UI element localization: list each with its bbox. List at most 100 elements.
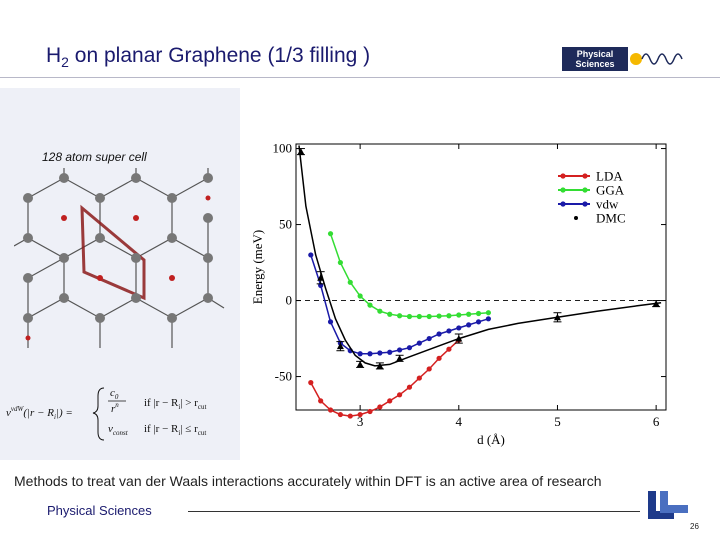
svg-text:c0: c0 xyxy=(110,387,119,401)
svg-text:vvdW(|r − Ri|) =: vvdW(|r − Ri|) = xyxy=(6,405,73,421)
series-gga-point xyxy=(456,312,462,318)
y-tick-label: -50 xyxy=(275,369,292,384)
series-lda-point xyxy=(318,398,324,404)
series-lda-point xyxy=(426,366,432,372)
legend-lda-label: LDA xyxy=(596,169,623,184)
series-dmc-point xyxy=(376,362,384,369)
series-gga-point xyxy=(397,313,403,319)
series-lda xyxy=(308,337,462,419)
svg-text:vconst: vconst xyxy=(108,423,129,437)
legend-vdw-label: vdw xyxy=(596,197,619,212)
series-gga-point xyxy=(485,310,491,316)
series-dmc-point xyxy=(455,335,463,342)
series-gga-point xyxy=(387,311,393,317)
series-gga-point xyxy=(367,302,373,308)
vdw-potential-formula: vvdW(|r − Ri|) = c0 rn if |r − Ri| > rcu… xyxy=(6,387,207,441)
y-tick-label: 0 xyxy=(286,293,293,308)
series-vdw-line xyxy=(310,254,489,355)
series-gga-point xyxy=(416,313,422,320)
page-number: 26 xyxy=(690,522,699,531)
title-divider xyxy=(0,77,720,78)
series-lda-point xyxy=(327,407,334,413)
series-gga-point xyxy=(446,313,452,319)
x-tick-label: 5 xyxy=(554,414,561,429)
series-lda-point xyxy=(416,375,422,381)
lab-logo-icon xyxy=(648,491,688,519)
series-vdw-point xyxy=(475,319,482,325)
series-gga-point xyxy=(327,231,334,237)
legend-lda-marker xyxy=(560,173,566,179)
series-dmc xyxy=(296,145,662,370)
footer-divider xyxy=(188,511,640,512)
series-gga-point xyxy=(466,311,472,317)
series-dmc-point xyxy=(652,300,660,307)
series-lda-point xyxy=(446,346,452,352)
series-vdw-point xyxy=(397,347,403,353)
series-vdw-point xyxy=(387,349,393,355)
series-lda-point xyxy=(337,411,343,418)
series-vdw-point xyxy=(357,351,363,357)
series-lda-point xyxy=(308,380,314,386)
series-vdw-point xyxy=(327,319,334,325)
series-vdw-point xyxy=(466,322,472,328)
legend-gga-marker xyxy=(582,187,588,193)
series-dmc-point xyxy=(317,274,325,281)
series-vdw-point xyxy=(406,345,413,351)
series-gga-line xyxy=(329,233,489,318)
graphene-lattice-image xyxy=(14,168,225,348)
series-lda-point xyxy=(367,408,373,415)
series-vdw-point xyxy=(485,316,491,322)
series-lda-point xyxy=(357,411,363,418)
series-lda-point xyxy=(406,384,413,390)
wave-icon xyxy=(630,53,683,65)
svg-text:if |r − Ri| ≤ rcut: if |r − Ri| ≤ rcut xyxy=(144,423,206,437)
series-gga-point xyxy=(347,279,353,285)
series-vdw-point xyxy=(456,325,462,331)
series-dmc-point xyxy=(336,342,344,350)
series-gga-point xyxy=(436,313,442,319)
series-vdw-point xyxy=(367,351,373,357)
series-vdw-point xyxy=(377,350,383,356)
series-lda-point xyxy=(387,398,393,404)
supercell-label: 128 atom super cell xyxy=(42,150,147,164)
svg-text:if |r − Ri| > rcut: if |r − Ri| > rcut xyxy=(144,397,207,411)
series-lda-point xyxy=(436,355,442,361)
legend-lda-marker xyxy=(582,173,588,179)
x-tick-label: 4 xyxy=(456,414,463,429)
x-tick-label: 3 xyxy=(357,414,364,429)
slide-title: H2 on planar Graphene (1/3 filling ) xyxy=(46,44,371,71)
legend-gga-label: GGA xyxy=(596,183,625,198)
physical-sciences-logo: Physical Sciences xyxy=(562,45,684,73)
series-vdw-point xyxy=(416,340,422,346)
series-lda-line xyxy=(310,339,460,417)
series-gga-point xyxy=(357,293,363,299)
y-tick-label: 100 xyxy=(273,141,293,156)
left-panel xyxy=(0,88,240,460)
series-vdw-point xyxy=(308,252,314,258)
legend-vdw-marker xyxy=(582,201,588,207)
plot-frame xyxy=(295,143,667,411)
legend-dmc-label: DMC xyxy=(596,211,626,226)
series-vdw xyxy=(308,252,491,357)
series-dmc-point xyxy=(553,313,561,321)
y-tick-label: 50 xyxy=(279,217,292,232)
legend-dmc-marker xyxy=(574,216,578,220)
logo-text-box: Physical Sciences xyxy=(562,47,628,71)
series-dmc-point xyxy=(297,148,305,155)
series-lda-point xyxy=(347,413,353,419)
series-gga xyxy=(327,231,491,320)
chart-background xyxy=(240,88,686,460)
x-axis-label: d (Å) xyxy=(477,432,505,447)
series-vdw-point xyxy=(436,331,442,337)
x-tick-label: 6 xyxy=(653,414,660,429)
svg-text:rn: rn xyxy=(111,401,119,415)
series-vdw-point xyxy=(446,328,452,334)
legend-gga-marker xyxy=(560,187,566,193)
footer-label: Physical Sciences xyxy=(47,503,152,518)
series-vdw-point xyxy=(426,335,432,342)
series-dmc-point xyxy=(396,354,404,362)
series-gga-point xyxy=(377,308,383,314)
series-lda-point xyxy=(397,392,403,398)
series-lda-point xyxy=(377,404,383,410)
y-axis-label: Energy (meV) xyxy=(250,230,265,304)
